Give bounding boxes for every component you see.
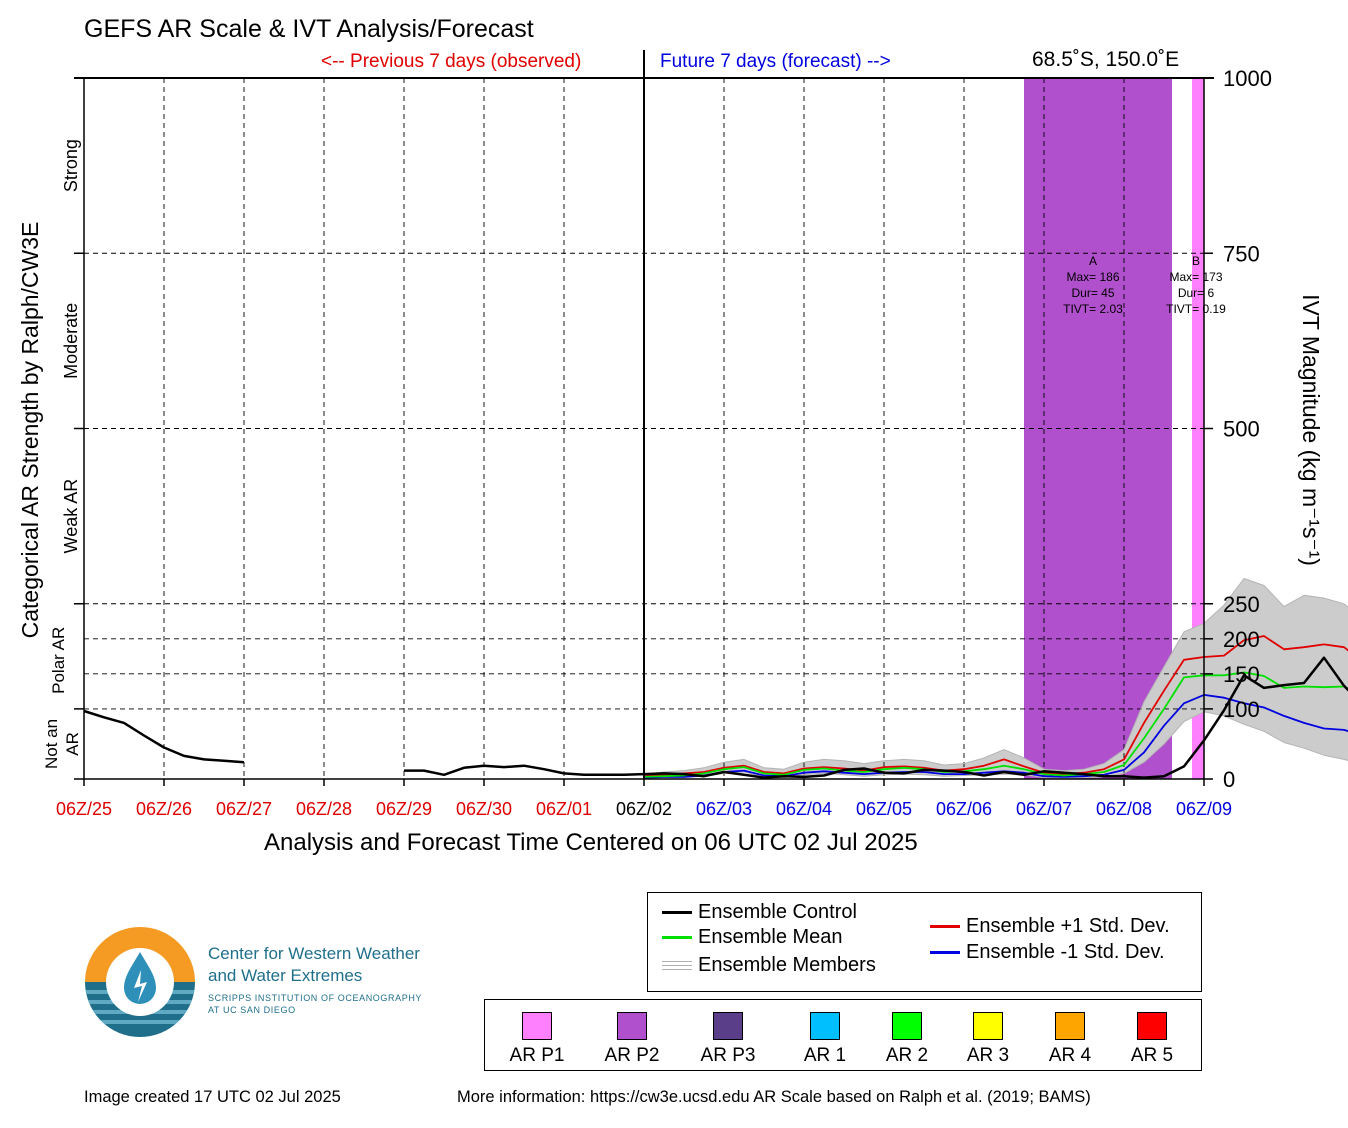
x-tick-label-06Z-28: 06Z/28 bbox=[296, 799, 352, 819]
legend-swatch-control bbox=[662, 911, 692, 914]
legend-label-mean: Ensemble Mean bbox=[698, 926, 843, 948]
ensemble-spread-area bbox=[644, 578, 1348, 779]
ar-event-b-duration-label: Dur= 6 bbox=[1178, 286, 1215, 300]
category-item-ar-1: AR 1 bbox=[785, 1012, 865, 1067]
ensemble-members-upper-line bbox=[643, 578, 1348, 775]
right-axis-title: IVT Magnitude (kg m⁻¹s⁻¹) bbox=[1298, 294, 1324, 566]
logo-title-line1: Center for Western Weather bbox=[208, 944, 420, 963]
category-label-ar-4: AR 4 bbox=[1048, 1045, 1092, 1066]
legend-item-members: Ensemble Members bbox=[662, 954, 876, 977]
x-tick-label-06Z-27: 06Z/27 bbox=[216, 799, 272, 819]
category-swatch-ar-3 bbox=[973, 1012, 1003, 1040]
band-label-moderate: Moderate bbox=[61, 303, 81, 379]
series-legend: Ensemble Control Ensemble Mean Ensemble … bbox=[647, 892, 1202, 992]
y-tick-label-500: 500 bbox=[1223, 417, 1260, 442]
x-tick-label-06Z-09: 06Z/09 bbox=[1176, 799, 1232, 819]
ar-event-b-max-label: Max= 173 bbox=[1169, 270, 1222, 284]
ar-event-a-id-label: A bbox=[1089, 254, 1097, 268]
category-item-ar-2: AR 2 bbox=[867, 1012, 947, 1067]
category-item-ar-4: AR 4 bbox=[1030, 1012, 1110, 1067]
category-label-ar-p2: AR P2 bbox=[604, 1045, 660, 1066]
x-tick-label-06Z-25: 06Z/25 bbox=[56, 799, 112, 819]
logo-title-line2: and Water Extremes bbox=[208, 966, 363, 985]
y-tick-label-150: 150 bbox=[1223, 662, 1260, 687]
location-label: 68.5˚S, 150.0˚E bbox=[1032, 48, 1180, 71]
x-tick-label-06Z-06: 06Z/06 bbox=[936, 799, 992, 819]
legend-swatch-members bbox=[662, 958, 692, 973]
category-item-ar-3: AR 3 bbox=[948, 1012, 1028, 1067]
band-label-weak-ar: Weak AR bbox=[61, 479, 81, 554]
ar-event-a-max-label: Max= 186 bbox=[1066, 270, 1119, 284]
category-item-ar-p1: AR P1 bbox=[497, 1012, 577, 1067]
category-label-ar-p3: AR P3 bbox=[700, 1045, 756, 1066]
legend-label-plus-std: Ensemble +1 Std. Dev. bbox=[966, 915, 1170, 937]
ar-event-a-tivt-label: TIVT= 2.03 bbox=[1063, 302, 1123, 316]
ar-event-a-duration-label: Dur= 45 bbox=[1071, 286, 1114, 300]
x-axis-title: Analysis and Forecast Time Centered on 0… bbox=[264, 829, 918, 856]
legend-label-minus-std: Ensemble -1 Std. Dev. bbox=[966, 941, 1165, 963]
category-swatch-ar-4 bbox=[1055, 1012, 1085, 1040]
category-label-ar-1: AR 1 bbox=[803, 1045, 847, 1066]
category-item-ar-5: AR 5 bbox=[1112, 1012, 1192, 1067]
x-tick-label-06Z-30: 06Z/30 bbox=[456, 799, 512, 819]
y-tick-label-200: 200 bbox=[1223, 627, 1260, 652]
cw3e-logo: Center for Western Weather and Water Ext… bbox=[84, 926, 484, 1038]
logo-subtitle-line1: SCRIPPS INSTITUTION OF OCEANOGRAPHY bbox=[208, 993, 423, 1003]
y-tick-label-0: 0 bbox=[1223, 767, 1235, 792]
legend-swatch-plus-std bbox=[930, 925, 960, 928]
y-tick-label-1000: 1000 bbox=[1223, 66, 1272, 91]
band-label-not-an-ar-line1: Not an bbox=[42, 719, 61, 769]
legend-swatch-minus-std bbox=[930, 951, 960, 954]
more-info-note: More information: https://cw3e.ucsd.edu … bbox=[457, 1088, 1091, 1106]
category-swatch-ar-2 bbox=[892, 1012, 922, 1040]
image-created-note: Image created 17 UTC 02 Jul 2025 bbox=[84, 1088, 341, 1106]
legend-item-control: Ensemble Control bbox=[662, 901, 857, 924]
category-item-ar-p3: AR P3 bbox=[688, 1012, 768, 1067]
ar-event-b-tivt-label: TIVT= 0.19 bbox=[1166, 302, 1226, 316]
x-tick-label-06Z-07: 06Z/07 bbox=[1016, 799, 1072, 819]
category-label-ar-3: AR 3 bbox=[966, 1045, 1010, 1066]
x-tick-label-06Z-03: 06Z/03 bbox=[696, 799, 752, 819]
band-label-strong: Strong bbox=[61, 139, 81, 192]
ar-event-b-id-label: B bbox=[1192, 254, 1200, 268]
legend-label-control: Ensemble Control bbox=[698, 901, 857, 923]
y-tick-label-250: 250 bbox=[1223, 592, 1260, 617]
ivt-chart: 06Z/25 06Z/26 06Z/27 06Z/28 06Z/29 06Z/30 06Z/… bbox=[17, 50, 1348, 819]
legend-item-minus-std: Ensemble -1 Std. Dev. bbox=[930, 941, 1165, 964]
chart-title: GEFS AR Scale & IVT Analysis/Forecast bbox=[84, 15, 534, 43]
x-tick-label-06Z-08: 06Z/08 bbox=[1096, 799, 1152, 819]
category-item-ar-p2: AR P2 bbox=[592, 1012, 672, 1067]
category-label-ar-2: AR 2 bbox=[885, 1045, 929, 1066]
ar-category-legend: AR P1 AR P2 AR P3 AR 1 AR 2 AR 3 AR 4 AR… bbox=[484, 999, 1202, 1071]
category-swatch-ar-p2 bbox=[617, 1012, 647, 1040]
legend-swatch-mean bbox=[662, 936, 692, 939]
legend-label-members: Ensemble Members bbox=[698, 954, 876, 976]
legend-item-plus-std: Ensemble +1 Std. Dev. bbox=[930, 915, 1170, 938]
series-line-mean bbox=[643, 671, 1348, 778]
x-tick-label-06Z-05: 06Z/05 bbox=[856, 799, 912, 819]
x-tick-label-06Z-02: 06Z/02 bbox=[616, 799, 672, 819]
band-label-not-an-ar-line2: AR bbox=[63, 732, 82, 756]
y-tick-label-750: 750 bbox=[1223, 241, 1260, 266]
category-label-ar-p1: AR P1 bbox=[509, 1045, 565, 1066]
series-line-control bbox=[83, 656, 1348, 779]
x-tick-label-06Z-26: 06Z/26 bbox=[136, 799, 192, 819]
category-swatch-ar-1 bbox=[810, 1012, 840, 1040]
y-tick-label-100: 100 bbox=[1223, 697, 1260, 722]
cw3e-emblem-icon bbox=[85, 927, 195, 1037]
category-label-ar-5: AR 5 bbox=[1130, 1045, 1174, 1066]
category-swatch-ar-5 bbox=[1137, 1012, 1167, 1040]
x-tick-label-06Z-04: 06Z/04 bbox=[776, 799, 832, 819]
band-label-polar-ar: Polar AR bbox=[49, 627, 68, 694]
category-swatch-ar-p3 bbox=[713, 1012, 743, 1040]
x-tick-label-06Z-01: 06Z/01 bbox=[536, 799, 592, 819]
logo-subtitle-line2: AT UC SAN DIEGO bbox=[208, 1005, 296, 1015]
x-tick-label-06Z-29: 06Z/29 bbox=[376, 799, 432, 819]
category-swatch-ar-p1 bbox=[522, 1012, 552, 1040]
legend-item-mean: Ensemble Mean bbox=[662, 926, 843, 949]
previous-period-label: <-- Previous 7 days (observed) bbox=[321, 51, 582, 72]
future-period-label: Future 7 days (forecast) --> bbox=[660, 51, 891, 72]
left-axis-title: Categorical AR Strength by Ralph/CW3E bbox=[17, 222, 43, 639]
